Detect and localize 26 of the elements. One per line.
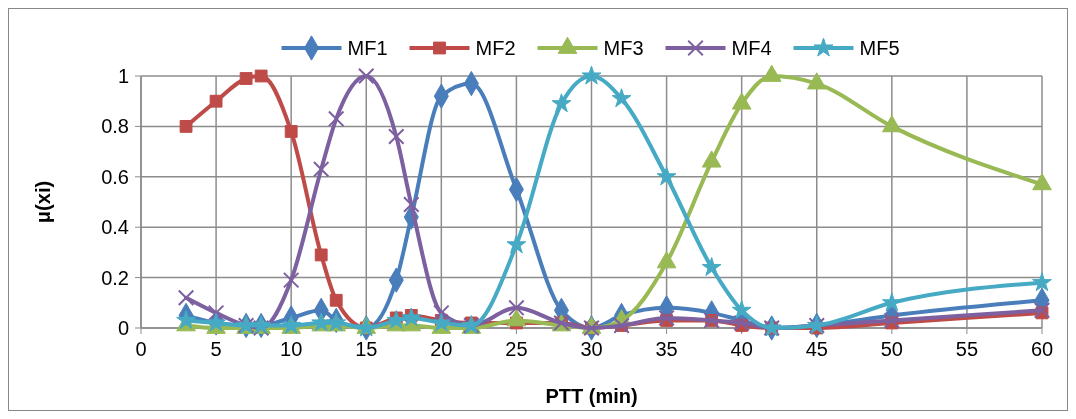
y-tick-label: 0.6 bbox=[101, 165, 129, 188]
x-tick-label: 25 bbox=[505, 338, 528, 360]
legend-label: MF2 bbox=[475, 37, 516, 59]
y-tick-label: 0.4 bbox=[101, 216, 129, 239]
x-tick-label: 20 bbox=[430, 338, 453, 360]
y-axis-title: μ(xi) bbox=[32, 180, 54, 224]
legend-label: MF1 bbox=[347, 37, 388, 59]
legend-label: MF5 bbox=[859, 37, 900, 59]
x-tick-label: 35 bbox=[655, 338, 678, 360]
legend-label: MF4 bbox=[731, 37, 772, 59]
y-tick-label: 0.2 bbox=[101, 266, 129, 289]
x-tick-label: 30 bbox=[580, 338, 603, 360]
x-tick-label: 60 bbox=[1030, 338, 1054, 360]
x-tick-label: 0 bbox=[135, 338, 147, 360]
x-tick-label: 40 bbox=[730, 338, 753, 360]
x-tick-label: 5 bbox=[210, 338, 222, 360]
x-tick-label: 10 bbox=[280, 338, 303, 360]
x-tick-label: 45 bbox=[805, 338, 828, 360]
legend-label: MF3 bbox=[603, 37, 644, 59]
x-tick-label: 15 bbox=[355, 338, 378, 360]
y-tick-label: 1 bbox=[117, 65, 129, 87]
x-tick-label: 55 bbox=[955, 338, 979, 360]
x-tick-label: 50 bbox=[880, 338, 903, 360]
y-tick-label: 0 bbox=[117, 317, 129, 339]
y-tick-label: 0.8 bbox=[101, 115, 129, 138]
x-axis-title: PTT (min) bbox=[545, 385, 638, 407]
